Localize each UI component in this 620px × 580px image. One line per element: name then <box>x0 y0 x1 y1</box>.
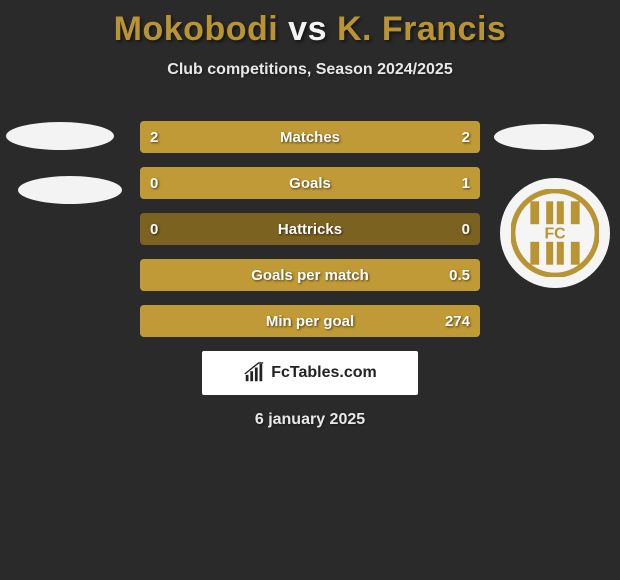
decor-ellipse-1 <box>6 122 114 150</box>
chart-icon <box>243 362 265 384</box>
decor-ellipse-2 <box>18 176 122 204</box>
subtitle: Club competitions, Season 2024/2025 <box>0 61 620 79</box>
club-badge: FC <box>500 178 610 288</box>
footer-date: 6 january 2025 <box>0 411 620 429</box>
stat-label: Hattricks <box>140 213 480 245</box>
decor-ellipse-3 <box>494 124 594 150</box>
player2-name: K. Francis <box>337 10 506 48</box>
stats-container: 22Matches 01Goals 00Hattricks 0.5Goals per … <box>140 121 480 337</box>
club-badge-icon: FC <box>511 189 599 277</box>
player1-name: Mokobodi <box>114 10 279 48</box>
page-title: Mokobodi vs K. Francis <box>0 0 620 49</box>
stat-label: Matches <box>140 121 480 153</box>
stat-row: 274Min per goal <box>140 305 480 337</box>
vs-text: vs <box>288 10 327 48</box>
brand-box[interactable]: FcTables.com <box>202 351 418 395</box>
stat-row: 22Matches <box>140 121 480 153</box>
stat-label: Goals <box>140 167 480 199</box>
brand-text: FcTables.com <box>271 364 377 382</box>
stat-label: Goals per match <box>140 259 480 291</box>
stat-row: 00Hattricks <box>140 213 480 245</box>
svg-text:FC: FC <box>544 225 565 242</box>
stat-label: Min per goal <box>140 305 480 337</box>
stat-row: 01Goals <box>140 167 480 199</box>
stat-row: 0.5Goals per match <box>140 259 480 291</box>
